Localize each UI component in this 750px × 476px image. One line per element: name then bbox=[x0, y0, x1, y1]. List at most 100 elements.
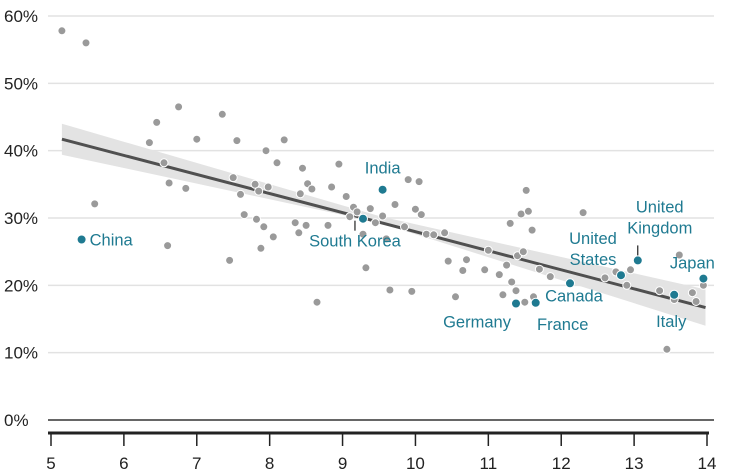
data-point bbox=[414, 177, 424, 187]
data-point bbox=[254, 186, 264, 196]
x-tick-label: 7 bbox=[192, 454, 201, 473]
y-tick-label: 30% bbox=[4, 209, 38, 228]
x-tick-label: 5 bbox=[46, 454, 55, 473]
x-tick-label: 12 bbox=[552, 454, 571, 473]
country-label-line: Kingdom bbox=[627, 219, 692, 237]
data-point bbox=[279, 135, 289, 145]
data-point bbox=[301, 220, 311, 230]
x-tick-label: 13 bbox=[625, 454, 644, 473]
data-point bbox=[480, 265, 490, 275]
data-point bbox=[298, 163, 307, 173]
data-point bbox=[385, 285, 395, 295]
data-point bbox=[498, 290, 508, 300]
data-point bbox=[687, 288, 697, 298]
country-label: United Kingdom bbox=[627, 198, 692, 237]
country-label: Germany bbox=[443, 314, 512, 332]
data-point bbox=[144, 138, 154, 148]
data-point bbox=[164, 178, 174, 188]
highlighted-point bbox=[669, 289, 680, 300]
data-point bbox=[416, 210, 426, 220]
data-point bbox=[294, 228, 304, 238]
data-point bbox=[334, 159, 344, 169]
y-tick-label: 60% bbox=[4, 7, 38, 26]
data-point bbox=[250, 179, 260, 189]
data-point bbox=[622, 280, 632, 290]
x-axis-tick-labels: 5 6 7 8 9 10 11 12 13 14 bbox=[46, 454, 716, 473]
y-tick-label: 40% bbox=[4, 142, 38, 161]
highlighted-point bbox=[565, 278, 575, 289]
country-label: India bbox=[365, 160, 402, 178]
data-point bbox=[272, 158, 282, 168]
data-point bbox=[691, 297, 701, 306]
data-point bbox=[421, 229, 431, 239]
data-point bbox=[600, 273, 610, 283]
data-point bbox=[290, 218, 300, 228]
data-point bbox=[361, 263, 371, 273]
data-point bbox=[378, 211, 388, 221]
x-tick-label: 6 bbox=[119, 454, 128, 473]
data-point bbox=[232, 136, 242, 146]
data-point bbox=[662, 344, 672, 354]
gridlines bbox=[48, 15, 714, 421]
data-point bbox=[407, 286, 417, 296]
data-point bbox=[365, 204, 375, 214]
highlighted-point bbox=[632, 255, 643, 266]
country-label: South Korea bbox=[309, 233, 402, 251]
data-point bbox=[462, 255, 471, 265]
data-point bbox=[443, 256, 453, 266]
y-tick-label: 10% bbox=[4, 344, 38, 363]
data-point bbox=[295, 189, 305, 199]
trend-line-group bbox=[61, 137, 706, 310]
data-point bbox=[494, 270, 504, 280]
data-point bbox=[312, 297, 322, 307]
data-point bbox=[511, 286, 521, 296]
data-point bbox=[57, 26, 67, 36]
highlighted-point bbox=[616, 270, 626, 281]
data-point bbox=[228, 173, 238, 183]
data-point bbox=[674, 250, 684, 260]
data-points bbox=[57, 26, 708, 354]
data-point bbox=[256, 243, 266, 253]
data-point bbox=[239, 210, 249, 220]
country-label: Japan bbox=[670, 255, 715, 273]
data-point bbox=[429, 230, 439, 240]
data-point bbox=[440, 228, 450, 238]
x-tick-label: 9 bbox=[338, 454, 347, 473]
country-label-line: United bbox=[569, 230, 617, 248]
data-point bbox=[327, 182, 337, 192]
x-tick-label: 10 bbox=[406, 454, 425, 473]
data-point bbox=[545, 272, 555, 282]
country-label: Italy bbox=[656, 313, 687, 331]
data-point bbox=[400, 222, 409, 232]
country-label: France bbox=[537, 316, 588, 334]
data-point bbox=[263, 182, 273, 192]
data-point bbox=[410, 204, 420, 214]
data-point bbox=[505, 218, 515, 228]
data-point bbox=[403, 175, 413, 185]
highlighted-point bbox=[511, 298, 521, 309]
x-tick-label: 14 bbox=[698, 454, 717, 473]
data-point bbox=[90, 199, 100, 209]
data-point bbox=[358, 229, 368, 239]
data-point bbox=[507, 277, 517, 287]
data-point bbox=[534, 264, 544, 274]
x-axis bbox=[48, 431, 709, 446]
data-point bbox=[236, 189, 245, 199]
data-point bbox=[163, 241, 173, 251]
country-label: United States bbox=[569, 230, 617, 269]
data-point bbox=[352, 207, 362, 217]
highlighted-point bbox=[698, 273, 709, 284]
data-point bbox=[81, 38, 91, 48]
x-tick-label: 11 bbox=[480, 454, 498, 473]
data-point bbox=[225, 255, 235, 265]
y-tick-label: 20% bbox=[4, 276, 38, 295]
country-labels: China India South Korea Germany France Canada… bbox=[90, 160, 715, 334]
data-point bbox=[458, 266, 468, 275]
y-tick-label: 0% bbox=[4, 411, 29, 430]
data-point bbox=[502, 260, 512, 270]
data-point bbox=[578, 208, 588, 218]
data-point bbox=[381, 234, 391, 244]
trend-line bbox=[61, 137, 706, 310]
data-point bbox=[252, 214, 261, 224]
data-point bbox=[268, 232, 278, 242]
